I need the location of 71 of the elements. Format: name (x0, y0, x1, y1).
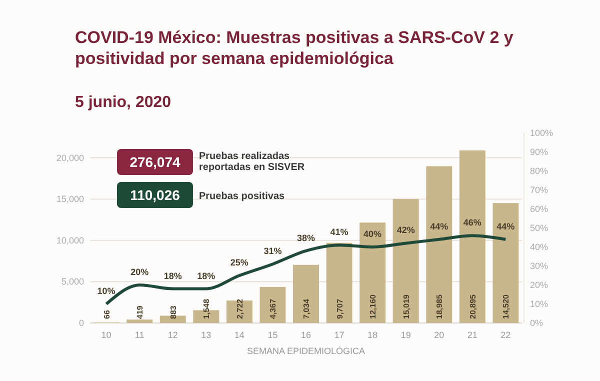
data-label: 4,367 (268, 298, 278, 319)
y2-tick-label: 60% (530, 204, 548, 214)
x-tick-label: 16 (300, 330, 312, 340)
data-label: 15,019 (402, 294, 411, 319)
data-label: 2,722 (235, 298, 244, 319)
data-label: 41% (330, 227, 348, 238)
data-label: 38% (296, 232, 316, 243)
y-tick-label: 5,000 (61, 276, 84, 287)
x-tick-label: 15 (268, 330, 278, 340)
data-label: 9,707 (335, 298, 344, 319)
x-tick-label: 11 (134, 330, 144, 340)
data-label: 7,034 (302, 298, 311, 319)
x-tick-label: 13 (201, 330, 212, 340)
x-tick-label: 22 (500, 330, 511, 340)
chart-title: COVID-19 México: Muestras positivas a SARS-CoV 2 y positividad por semana epidemiológica (75, 28, 514, 68)
data-label: 18,985 (435, 294, 444, 319)
data-label: 14,520 (502, 294, 511, 319)
annotation: Pruebas realizadas reportadas en SISVER (199, 151, 306, 173)
bar (426, 166, 452, 323)
data-label: 1,548 (202, 298, 212, 319)
y-tick-label: 15,000 (56, 194, 84, 204)
data-label: 18% (164, 270, 182, 281)
annotation: 110,026 (130, 187, 180, 203)
data-label: 20,895 (468, 294, 478, 319)
y2-tick-label: 20% (530, 280, 548, 290)
x-tick-label: 20 (434, 330, 444, 340)
data-label: 883 (168, 305, 178, 319)
bar (492, 203, 519, 323)
x-tick-label: 18 (368, 330, 378, 340)
bar (126, 320, 153, 323)
bar (326, 242, 352, 323)
y2-tick-label: 40% (530, 242, 548, 252)
data-label: 42% (396, 225, 415, 236)
data-label: 44% (430, 221, 448, 232)
data-label: 20% (130, 267, 149, 277)
data-label: 44% (496, 221, 515, 232)
data-label: 18% (197, 270, 216, 281)
annotation: 276,074 (130, 154, 181, 170)
x-tick-label: 17 (334, 330, 344, 340)
x-tick-label: 10 (101, 330, 112, 340)
bar (293, 264, 319, 323)
y-tick-label: 20,000 (56, 152, 84, 163)
y2-tick-label: 50% (530, 223, 548, 233)
x-tick-label: 14 (234, 330, 244, 340)
bar (459, 150, 486, 323)
x-tick-label: 21 (467, 330, 478, 340)
data-label: 66 (102, 310, 112, 319)
data-label: 25% (230, 258, 248, 268)
bar (392, 198, 419, 323)
y2-tick-label: 70% (530, 185, 548, 195)
y2-tick-label: 0% (530, 318, 544, 328)
data-label: 419 (136, 305, 145, 319)
y2-tick-label: 80% (530, 166, 548, 176)
bar (260, 286, 286, 323)
x-tick-label: 19 (400, 330, 411, 340)
x-axis-title: SEMANA EPIDEMIOLÓGICA (246, 346, 366, 356)
bar (360, 222, 386, 323)
chart-subtitle: 5 junio, 2020 (75, 94, 172, 111)
y-tick-label: 10,000 (56, 235, 84, 246)
y-tick-label: 0 (78, 318, 84, 328)
data-label: 31% (264, 246, 282, 256)
x-tick-label: 12 (168, 330, 178, 340)
annotation: Pruebas positivas (199, 191, 286, 202)
y2-tick-label: 30% (530, 261, 548, 271)
y2-tick-label: 100% (530, 128, 554, 138)
data-label: 10% (97, 286, 116, 296)
y2-tick-label: 10% (530, 299, 548, 309)
data-label: 12,160 (368, 294, 378, 319)
data-label: 46% (463, 218, 482, 228)
data-label: 40% (364, 229, 382, 239)
y2-tick-label: 90% (530, 147, 548, 157)
